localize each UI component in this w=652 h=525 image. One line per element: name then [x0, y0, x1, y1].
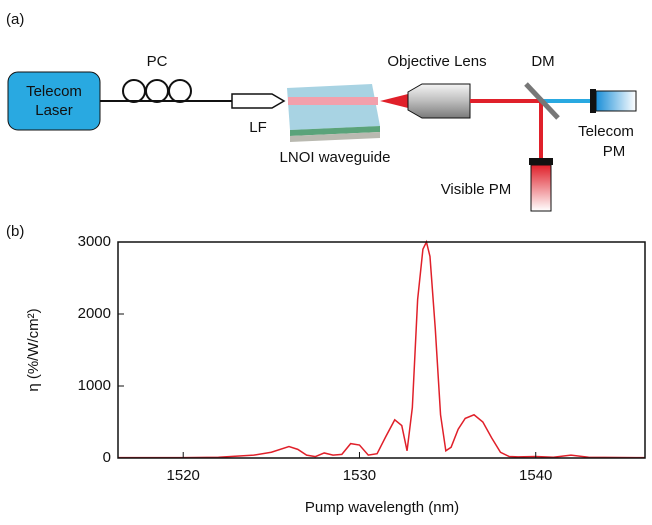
- beam: [380, 94, 408, 108]
- y-tick-label: 0: [103, 449, 111, 466]
- visible-pm: [530, 164, 552, 212]
- y-tick-label: 3000: [78, 233, 111, 250]
- telecom-pm-label: PM: [603, 143, 626, 160]
- x-tick-label: 1520: [167, 467, 200, 484]
- pm-cap: [529, 158, 553, 165]
- x-tick-label: 1530: [343, 467, 376, 484]
- objective-lens: [407, 83, 471, 119]
- x-tick-label: 1540: [519, 467, 552, 484]
- telecom-pm-label: Telecom: [578, 123, 634, 140]
- laser-label: Telecom: [26, 83, 82, 100]
- lensed-fiber: [231, 93, 286, 109]
- dm-label: DM: [531, 53, 554, 70]
- laser-label: Laser: [35, 102, 73, 119]
- diagram: (a) Telecom Laser PC LF LNOI waveguide O…: [6, 11, 637, 212]
- visible-pm-label: Visible PM: [441, 181, 512, 198]
- objective-label: Objective Lens: [387, 53, 486, 70]
- pc-label: PC: [147, 53, 168, 70]
- data-line: [118, 239, 646, 459]
- lf-label: LF: [249, 119, 267, 136]
- waveguide-substrate: [290, 132, 380, 142]
- y-tick-label: 2000: [78, 305, 111, 322]
- waveguide-label: LNOI waveguide: [280, 149, 391, 166]
- x-axis-label: Pump wavelength (nm): [305, 499, 459, 516]
- panel-label: (b): [6, 223, 24, 240]
- plot-frame: [117, 241, 646, 459]
- y-axis-label: η (%/W/cm²): [25, 308, 42, 391]
- waveguide: [287, 84, 380, 130]
- telecom-pm: [595, 90, 637, 112]
- waveguide-layer: [290, 126, 380, 136]
- chart: (b) Pump wavelength (nm) η (%/W/cm²) 152…: [6, 223, 646, 516]
- waveguide-core: [288, 97, 378, 105]
- pc-coils: [122, 79, 192, 103]
- dichroic-mirror: [524, 82, 560, 120]
- pm-cap: [590, 89, 596, 113]
- y-tick-label: 1000: [78, 377, 111, 394]
- panel-label: (a): [6, 11, 24, 28]
